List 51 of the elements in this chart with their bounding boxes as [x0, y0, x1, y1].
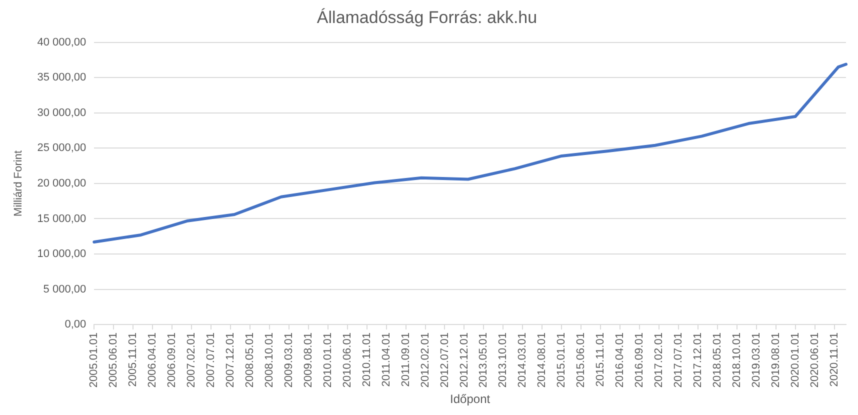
x-tick-label: 2006.04.01	[146, 332, 159, 388]
x-tick-label: 2015.06.01	[575, 332, 588, 388]
x-tick-label: 2014.08.01	[536, 332, 548, 388]
x-tick-label: 2011.04.01	[380, 332, 392, 387]
y-axis-title: Milliárd Forint	[12, 150, 25, 216]
x-tick-label: 2006.09.01	[166, 332, 178, 388]
x-tick-label: 2020.06.01	[808, 332, 821, 388]
x-tick-label: 2007.02.01	[186, 332, 198, 388]
x-tick-label: 2010.01.01	[322, 332, 334, 388]
x-tick-label: 2016.09.01	[634, 332, 646, 388]
x-tick-label: 2012.07.01	[438, 332, 451, 388]
x-tick-label: 2017.12.01	[692, 332, 704, 388]
x-tick-label: 2018.10.01	[730, 332, 743, 388]
chart-title: Államadósság Forrás: akk.hu	[316, 8, 538, 27]
x-tick-label: 2007.07.01	[205, 332, 218, 388]
y-tick-label: 10 000,00	[37, 248, 86, 260]
x-tick-label: 2019.08.01	[770, 332, 782, 388]
x-tick-label: 2015.01.01	[556, 332, 568, 388]
y-tick-label: 15 000,00	[37, 212, 86, 225]
x-tick-label: 2010.11.01	[360, 332, 373, 387]
x-tick-label: 2017.07.01	[672, 332, 685, 388]
y-tick-label: 20 000,00	[37, 178, 86, 190]
y-tick-label: 40 000,00	[37, 36, 86, 48]
x-tick-label: 2005.01.01	[88, 332, 100, 388]
x-tick-label: 2015.11.01	[594, 332, 607, 387]
x-tick-label: 2009.03.01	[282, 332, 295, 388]
y-tick-label: 25 000,00	[37, 142, 86, 154]
x-tick-label: 2009.08.01	[302, 332, 314, 388]
x-axis-title: Időpont	[450, 392, 491, 406]
x-tick-label: 2012.12.01	[458, 332, 470, 388]
x-tick-label: 2005.11.01	[127, 332, 140, 387]
x-tick-label: 2008.10.01	[263, 332, 276, 388]
y-tick-label: 35 000,00	[37, 72, 86, 84]
x-tick-label: 2005.06.01	[108, 332, 120, 388]
x-tick-label: 2008.05.01	[244, 332, 256, 388]
x-tick-label: 2018.05.01	[711, 332, 724, 388]
x-tick-label: 2014.03.01	[516, 332, 529, 388]
y-tick-label: 30 000,00	[37, 106, 86, 119]
x-tick-label: 2011.09.01	[400, 332, 412, 387]
x-tick-label: 2016.04.01	[614, 332, 626, 388]
x-tick-label: 2013.05.01	[478, 332, 490, 388]
x-tick-label: 2020.01.01	[789, 332, 802, 388]
x-tick-label: 2017.02.01	[653, 332, 666, 388]
x-tick-label: 2019.03.01	[750, 332, 762, 388]
x-tick-label: 2010.06.01	[341, 332, 354, 388]
y-tick-label: 5 000,00	[43, 283, 86, 296]
x-tick-label: 2012.02.01	[419, 332, 432, 388]
x-tick-label: 2020.11.01	[828, 332, 840, 387]
x-tick-label: 2013.10.01	[497, 332, 510, 388]
x-tick-label: 2007.12.01	[224, 332, 237, 388]
y-tick-label: 0,00	[64, 318, 86, 331]
